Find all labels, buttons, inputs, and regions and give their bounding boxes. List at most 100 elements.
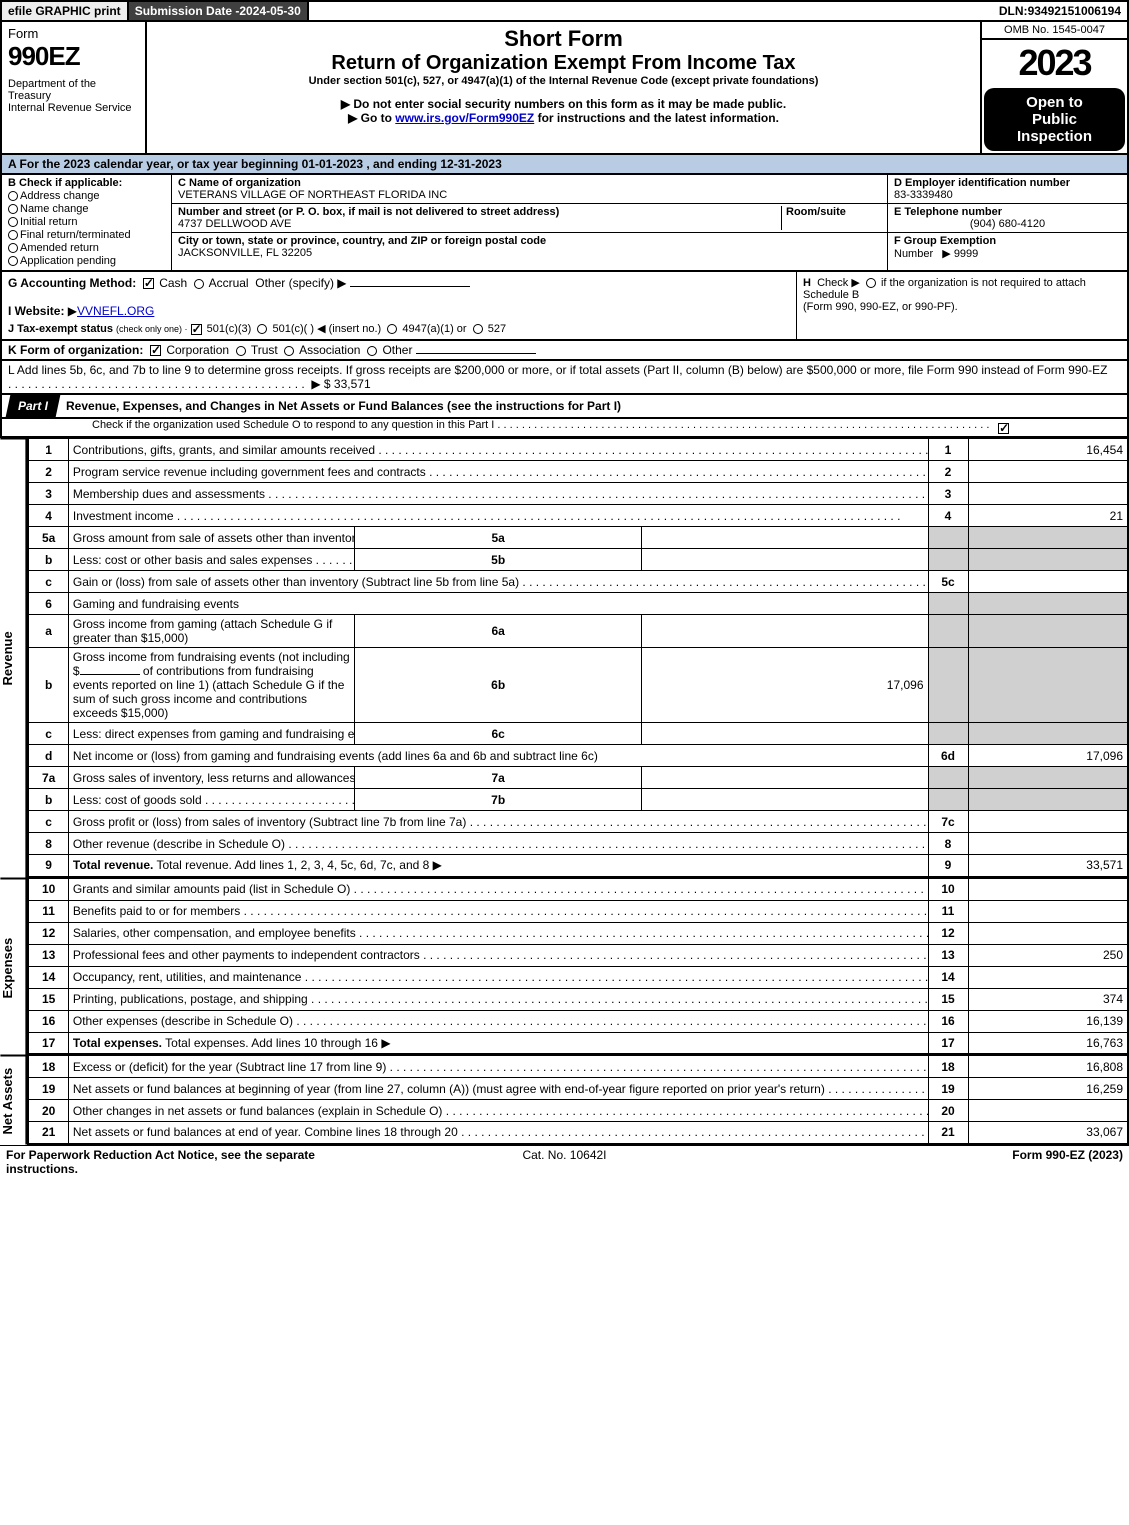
line-4-value: 21 (968, 505, 1128, 527)
h-label: H (803, 277, 811, 289)
revenue-section: Revenue 1 Contributions, gifts, grants, … (0, 438, 1129, 878)
line-6a: a Gross income from gaming (attach Sched… (28, 615, 1128, 648)
line-21-value: 33,067 (968, 1122, 1128, 1144)
dept-irs: Internal Revenue Service (8, 102, 139, 114)
chk-accrual[interactable] (194, 279, 204, 289)
line-18: 18 Excess or (deficit) for the year (Sub… (28, 1056, 1128, 1078)
part-i-tab: Part I (6, 395, 61, 417)
submission-date-value: 2024-05-30 (239, 4, 300, 18)
return-subtitle: Under section 501(c), 527, or 4947(a)(1)… (153, 75, 974, 87)
line-6c-value (641, 723, 928, 745)
line-12: 12 Salaries, other compensation, and emp… (28, 922, 1128, 944)
line-2-value (968, 461, 1128, 483)
chk-cash[interactable] (143, 278, 154, 289)
submission-date-label: Submission Date - (135, 4, 240, 18)
line-5b-value (641, 549, 928, 571)
expenses-section: Expenses 10 Grants and similar amounts p… (0, 878, 1129, 1056)
col-b-label: B Check if applicable: (8, 177, 165, 189)
line-8: 8 Other revenue (describe in Schedule O)… (28, 833, 1128, 855)
line-21: 21 Net assets or fund balances at end of… (28, 1122, 1128, 1144)
line-13: 13 Professional fees and other payments … (28, 944, 1128, 966)
group-exemption-value: 9999 (954, 248, 978, 260)
page-footer: For Paperwork Reduction Act Notice, see … (0, 1145, 1129, 1178)
website-link[interactable]: VVNEFL.ORG (77, 304, 154, 318)
line-19-value: 16,259 (968, 1078, 1128, 1100)
room-suite-label: Room/suite (786, 206, 881, 218)
group-exemption-number-label: Number (894, 248, 933, 260)
chk-501c[interactable] (257, 324, 267, 334)
dln: DLN: 93492151006194 (993, 2, 1127, 20)
footer-right: Form 990-EZ (2023) (751, 1148, 1123, 1176)
line-10-value (968, 878, 1128, 900)
l-amount: $ 33,571 (324, 377, 371, 391)
line-5a-value (641, 527, 928, 549)
row-l-gross-receipts: L Add lines 5b, 6c, and 7b to line 9 to … (0, 361, 1129, 395)
chk-final-return[interactable]: Final return/terminated (8, 229, 165, 241)
tax-year: 2023 (982, 40, 1127, 86)
line-7c-value (968, 811, 1128, 833)
goto-notice: Go to www.irs.gov/Form990EZ for instruct… (153, 111, 974, 125)
line-20-value (968, 1100, 1128, 1122)
org-name-label: C Name of organization (178, 177, 881, 189)
dln-value: 93492151006194 (1028, 4, 1121, 18)
line-6c: c Less: direct expenses from gaming and … (28, 723, 1128, 745)
line-6d: d Net income or (loss) from gaming and f… (28, 745, 1128, 767)
line-7a-value (641, 767, 928, 789)
form-label: Form (8, 26, 139, 41)
phone-label: E Telephone number (894, 206, 1121, 218)
submission-date: Submission Date - 2024-05-30 (129, 2, 309, 20)
chk-initial-return[interactable]: Initial return (8, 216, 165, 228)
k-label: K Form of organization: (8, 343, 143, 357)
chk-527[interactable] (473, 324, 483, 334)
footer-center: Cat. No. 10642I (378, 1148, 750, 1176)
chk-corporation[interactable] (150, 345, 161, 356)
chk-address-change[interactable]: Address change (8, 190, 165, 202)
part-i-header: Part I Revenue, Expenses, and Changes in… (0, 395, 1129, 419)
chk-amended-return[interactable]: Amended return (8, 242, 165, 254)
header-right: OMB No. 1545-0047 2023 Open to Public In… (982, 22, 1127, 153)
l-text: L Add lines 5b, 6c, and 7b to line 9 to … (8, 363, 1107, 377)
line-20: 20 Other changes in net assets or fund b… (28, 1100, 1128, 1122)
dept-treasury: Department of the Treasury (8, 78, 139, 102)
j-label: J Tax-exempt status (8, 323, 116, 335)
ein-value: 83-3339480 (894, 189, 1121, 201)
line-17: 17 Total expenses. Total expenses. Add l… (28, 1032, 1128, 1054)
chk-application-pending[interactable]: Application pending (8, 255, 165, 267)
goto-notice-b: for instructions and the latest informat… (538, 111, 779, 125)
chk-other-org[interactable] (367, 346, 377, 356)
omb-number: OMB No. 1545-0047 (982, 22, 1127, 40)
top-bar: efile GRAPHIC print Submission Date - 20… (0, 0, 1129, 22)
line-6b-value: 17,096 (641, 648, 928, 723)
chk-501c3[interactable] (191, 324, 202, 335)
row-a-tax-year: A For the 2023 calendar year, or tax yea… (0, 155, 1129, 175)
line-2: 2 Program service revenue including gove… (28, 461, 1128, 483)
expenses-table: 10 Grants and similar amounts paid (list… (27, 878, 1129, 1056)
chk-schedule-b[interactable] (866, 278, 876, 288)
chk-association[interactable] (284, 346, 294, 356)
line-3-value (968, 483, 1128, 505)
street-label: Number and street (or P. O. box, if mail… (178, 206, 781, 218)
line-19: 19 Net assets or fund balances at beginn… (28, 1078, 1128, 1100)
chk-name-change[interactable]: Name change (8, 203, 165, 215)
other-org-input[interactable] (416, 353, 536, 354)
chk-schedule-o[interactable] (998, 423, 1009, 434)
chk-trust[interactable] (236, 346, 246, 356)
revenue-table: 1 Contributions, gifts, grants, and simi… (27, 438, 1129, 878)
street-value: 4737 DELLWOOD AVE (178, 218, 781, 230)
irs-link[interactable]: www.irs.gov/Form990EZ (395, 111, 534, 125)
chk-4947a1[interactable] (387, 324, 397, 334)
footer-left: For Paperwork Reduction Act Notice, see … (6, 1148, 378, 1176)
group-exemption-label: F Group Exemption (894, 235, 996, 247)
efile-print-button[interactable]: efile GRAPHIC print (2, 2, 129, 20)
part-i-title: Revenue, Expenses, and Changes in Net As… (66, 395, 1127, 417)
net-assets-table: 18 Excess or (deficit) for the year (Sub… (27, 1055, 1129, 1145)
col-b-checkboxes: B Check if applicable: Address change Na… (2, 175, 172, 270)
accounting-method: G Accounting Method: Cash Accrual Other … (2, 272, 797, 339)
line-16-value: 16,139 (968, 1010, 1128, 1032)
other-specify-input[interactable] (350, 286, 470, 287)
org-info-grid: B Check if applicable: Address change Na… (0, 175, 1129, 272)
goto-notice-a: Go to (361, 111, 396, 125)
line-5b: b Less: cost or other basis and sales ex… (28, 549, 1128, 571)
short-form-title: Short Form (153, 26, 974, 52)
part-i-subtitle: Check if the organization used Schedule … (0, 419, 1129, 438)
